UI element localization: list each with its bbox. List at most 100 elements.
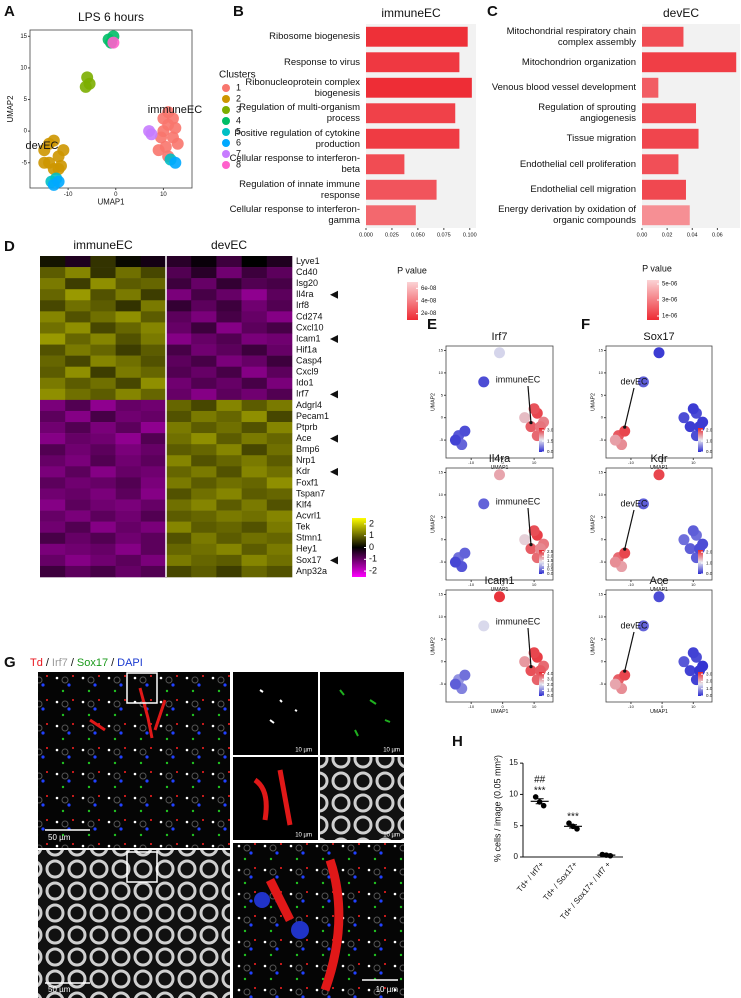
gene-label: Acvrl1 <box>296 510 321 520</box>
image-irf7 <box>233 672 318 755</box>
arrow-head <box>529 543 533 547</box>
category-label: Mitochondrion organization <box>521 56 636 68</box>
heatmap-cell <box>65 510 91 522</box>
gene-label: Ace <box>296 433 312 443</box>
heatmap-cell <box>90 499 116 511</box>
gene-label: Sox17 <box>296 555 322 565</box>
y-tick-label: 0 <box>441 659 444 664</box>
heatmap-cell <box>166 499 192 511</box>
heatmap-cell <box>191 466 217 478</box>
y-tick-label: 15 <box>509 758 518 767</box>
heatmap-cell <box>40 565 66 578</box>
heatmap-cell <box>216 466 242 478</box>
heatmap-cell <box>115 477 142 489</box>
heatmap-cell <box>90 565 116 578</box>
heatmap-cell <box>115 399 142 412</box>
colorbar-tick-label: 2.0 <box>547 682 554 687</box>
image-merge-inset <box>233 843 404 998</box>
x-tick-label: 0.050 <box>411 232 425 238</box>
heatmap-cell <box>115 455 142 467</box>
point <box>169 121 182 134</box>
heatmap-cell <box>266 388 293 401</box>
heatmap-cell <box>191 444 217 456</box>
gene-label: Nrp1 <box>296 455 316 465</box>
heatmap-cell <box>191 355 217 367</box>
heatmap-cell <box>90 543 116 556</box>
heatmap-cell <box>115 322 142 334</box>
y-tick-label: 10 <box>599 492 604 497</box>
heatmap-cell <box>241 366 268 379</box>
heatmap-cell <box>191 554 217 567</box>
heatmap-cell <box>40 455 66 467</box>
legend-label: 2 <box>236 93 241 103</box>
heatmap-cell <box>90 521 116 534</box>
heatmap-cell <box>140 289 167 301</box>
x-tick-label: 0.02 <box>662 232 673 238</box>
heatmap-cell <box>65 344 91 356</box>
heatmap-cell <box>65 322 91 334</box>
panel-label: F <box>581 316 590 333</box>
heatmap-cell <box>266 433 293 445</box>
legend-label: 1 <box>236 82 241 92</box>
heatmap-cell <box>140 565 167 578</box>
gene-label: Pecam1 <box>296 411 329 421</box>
legend-label: 7 <box>236 148 241 158</box>
arrow <box>330 556 338 565</box>
heatmap-cell <box>140 278 167 290</box>
heatmap-cell <box>216 521 242 534</box>
group-label: devEC <box>211 238 247 252</box>
heatmap-cell <box>191 433 217 445</box>
heatmap-cell <box>65 355 91 367</box>
annotation: devEC <box>25 140 58 152</box>
chart-title: Il4ra <box>489 453 511 465</box>
x-tick-label: 0 <box>661 704 664 709</box>
point <box>678 656 690 668</box>
heatmap-cell <box>216 256 242 268</box>
heatmap-cell <box>216 410 242 423</box>
heatmap-cell <box>266 499 293 511</box>
annotation: devEC <box>620 376 648 386</box>
y-axis-label: UMAP2 <box>591 637 597 655</box>
plot-frame <box>445 467 554 581</box>
legend-swatch <box>222 117 230 125</box>
arrow-line <box>527 627 532 667</box>
y-axis-label: UMAP2 <box>431 515 437 533</box>
heatmap-cell <box>40 554 66 567</box>
x-axis-label: UMAP1 <box>650 709 668 715</box>
y-axis-label: UMAP2 <box>431 393 437 411</box>
y-tick-label: 10 <box>439 492 444 497</box>
heatmap-cell <box>191 422 217 434</box>
bar <box>642 205 690 226</box>
image-merge <box>38 672 230 848</box>
y-tick-label: 5 <box>514 821 519 830</box>
heatmap-cell <box>90 399 116 412</box>
point <box>459 547 471 559</box>
heatmap-cell <box>65 444 91 456</box>
colorbar-tick-label: 1.0 <box>706 686 713 691</box>
heatmap-cell <box>241 554 268 567</box>
panel-label: C <box>487 3 498 20</box>
x-tick-label: 0 <box>661 582 664 587</box>
gene-label: Stmn1 <box>296 533 322 543</box>
heatmap-cell <box>90 510 116 522</box>
point <box>169 156 182 169</box>
heatmap-cell <box>140 322 167 334</box>
heatmap-cell <box>241 455 268 467</box>
group-label: immuneEC <box>73 238 133 252</box>
y-tick-label: -5 <box>599 559 603 564</box>
heatmap-cell <box>40 333 66 345</box>
heatmap-cell <box>140 422 167 434</box>
heatmap-cell <box>140 554 167 567</box>
heatmap-cell <box>166 399 192 412</box>
heatmap-cell <box>140 333 167 345</box>
image-signal <box>89 687 167 739</box>
heatmap-cell <box>166 289 192 301</box>
heatmap-cell <box>241 477 268 489</box>
plot-frame <box>445 589 554 703</box>
heatmap-cell <box>216 289 242 301</box>
heatmap-cell <box>241 521 268 534</box>
heatmap-cell <box>40 267 66 279</box>
heatmap-cell <box>115 444 142 456</box>
arrow <box>330 467 338 476</box>
heatmap-cell <box>90 532 116 545</box>
